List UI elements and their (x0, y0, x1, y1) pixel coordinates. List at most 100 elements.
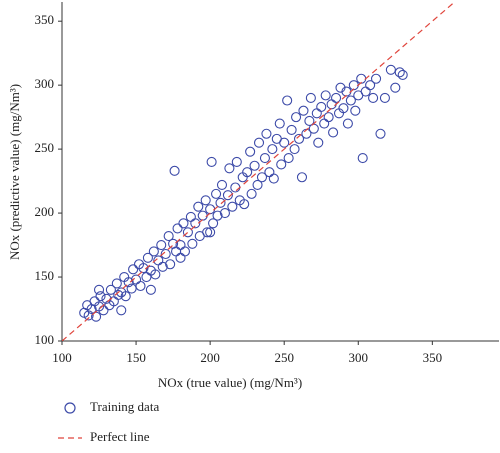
point (205, 204, 216, 215)
point (291, 112, 302, 123)
point (138, 263, 149, 274)
point (261, 128, 272, 139)
point (350, 105, 361, 116)
point (165, 259, 176, 270)
point (313, 137, 324, 148)
point (242, 167, 253, 178)
point (385, 64, 396, 75)
point (368, 92, 379, 103)
point (323, 112, 334, 123)
point (276, 159, 287, 170)
point (319, 118, 330, 129)
point (397, 69, 408, 80)
point (187, 238, 198, 249)
point (111, 278, 122, 289)
point (178, 218, 189, 229)
point (123, 277, 134, 288)
point (163, 231, 174, 242)
point (190, 218, 201, 229)
point (259, 153, 270, 164)
point (126, 283, 137, 294)
point (208, 218, 219, 229)
point (179, 246, 191, 257)
point (231, 156, 242, 167)
point (252, 179, 263, 190)
point (113, 289, 124, 300)
point (370, 73, 382, 84)
point (206, 156, 217, 167)
point (293, 133, 305, 144)
point (216, 179, 228, 190)
point (182, 227, 193, 238)
point (95, 291, 106, 302)
point (202, 227, 213, 238)
point (365, 80, 376, 91)
legend-label: Perfect line (90, 429, 150, 444)
point (135, 280, 146, 292)
point (348, 80, 359, 91)
point (342, 118, 353, 129)
point (253, 137, 265, 148)
point (224, 163, 235, 174)
y-tick-label: 100 (35, 332, 55, 347)
point (249, 160, 260, 171)
legend-marker (64, 402, 76, 414)
point (156, 240, 167, 251)
y-tick-label: 300 (35, 76, 55, 91)
point (283, 153, 294, 164)
point (375, 128, 386, 139)
point (120, 291, 131, 302)
x-axis-label: NOx (true value) (mg/Nm³) (158, 375, 302, 390)
y-axis-label: NOx (predictive value) (mg/Nm³) (7, 84, 22, 260)
y-tick-label: 350 (35, 12, 55, 27)
point (360, 86, 371, 97)
point (227, 201, 238, 212)
point (193, 201, 204, 212)
point (197, 210, 208, 221)
point (142, 252, 153, 263)
point (316, 101, 327, 112)
point (128, 264, 139, 275)
point (157, 261, 168, 272)
point (264, 167, 275, 178)
plot-area (62, 2, 455, 341)
point (185, 211, 196, 222)
perfect-line (62, 2, 455, 341)
point (211, 188, 222, 199)
point (141, 271, 152, 283)
point (169, 165, 180, 176)
point (298, 105, 309, 116)
point (148, 246, 159, 257)
point (215, 197, 226, 208)
x-tick-label: 100 (52, 350, 72, 365)
point (268, 173, 279, 184)
point (171, 246, 182, 257)
y-tick-label: 250 (35, 140, 55, 155)
point (338, 103, 349, 114)
point (246, 188, 257, 199)
point (320, 90, 331, 101)
point (286, 124, 297, 135)
point (379, 92, 390, 103)
point (308, 123, 319, 134)
point (116, 305, 127, 316)
point (357, 153, 368, 164)
point (172, 223, 183, 234)
point (212, 210, 223, 221)
y-tick-label: 200 (35, 204, 55, 219)
point (160, 248, 171, 260)
point (390, 82, 401, 93)
x-tick-label: 250 (274, 350, 294, 365)
point (305, 92, 316, 103)
x-tick-label: 150 (126, 350, 146, 365)
point (328, 127, 339, 138)
point (331, 92, 342, 103)
point (145, 284, 156, 295)
point (394, 67, 405, 78)
point (326, 99, 337, 110)
point (245, 146, 256, 157)
point (83, 310, 94, 321)
point (296, 172, 308, 183)
point (219, 208, 230, 219)
